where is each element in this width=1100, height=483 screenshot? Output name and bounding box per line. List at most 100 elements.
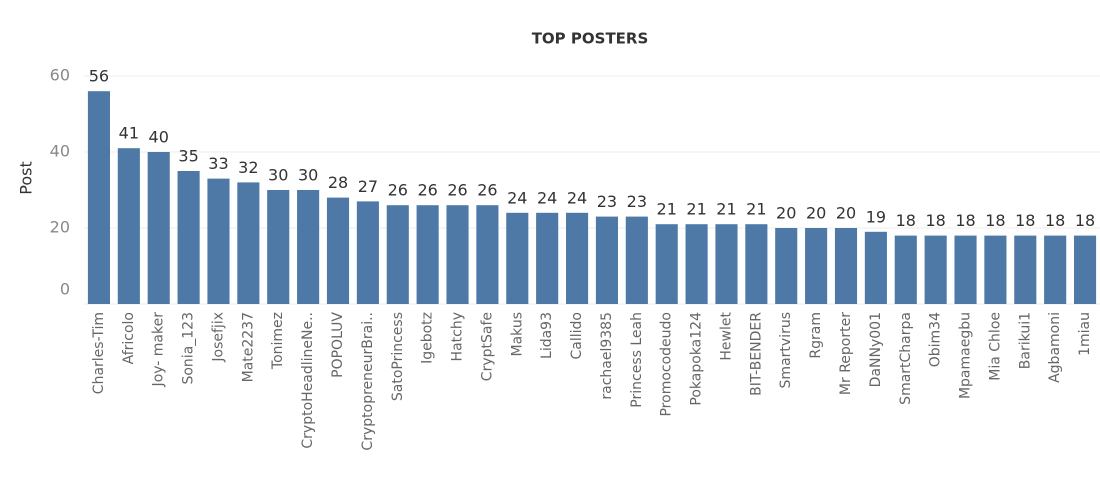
bar: [894, 235, 917, 304]
bar: [356, 201, 379, 304]
x-tick-label: SatoPrincess: [390, 312, 406, 401]
bar: [595, 216, 618, 304]
bar: [117, 148, 140, 304]
bar: [177, 171, 200, 304]
bar: [506, 212, 529, 304]
value-label: 30: [298, 166, 318, 185]
bar: [446, 205, 469, 304]
x-tick-label: 1miau: [1077, 312, 1093, 356]
y-axis-label: Post: [17, 161, 36, 194]
bar: [416, 205, 439, 304]
x-tick-label: Promocodeudo: [659, 312, 675, 417]
x-tick-label: Makus: [509, 312, 525, 357]
y-tick-label: 20: [50, 218, 70, 237]
value-label: 30: [268, 166, 288, 185]
x-tick-label: Barikui1: [1017, 312, 1033, 369]
bar: [147, 152, 170, 304]
bar: [864, 231, 887, 304]
value-label: 24: [567, 188, 587, 207]
bar: [1044, 235, 1067, 304]
x-tick-label: CryptopreneurBrai..: [360, 312, 376, 451]
bar: [685, 224, 708, 304]
value-label: 33: [208, 154, 228, 173]
bar: [745, 224, 768, 304]
value-label: 24: [507, 188, 527, 207]
value-label: 24: [537, 188, 557, 207]
bar: [984, 235, 1007, 304]
value-label: 21: [746, 200, 766, 219]
x-tick-label: CryptSafe: [479, 312, 495, 381]
bar: [1014, 235, 1037, 304]
x-tick-label: Hewlet: [718, 312, 734, 361]
x-tick-label: Pokapoka124: [689, 312, 705, 406]
value-label: 18: [925, 211, 945, 230]
value-label: 26: [477, 181, 497, 200]
value-label: 20: [836, 204, 856, 223]
value-label: 20: [806, 204, 826, 223]
bar: [87, 91, 110, 304]
bar: [536, 212, 559, 304]
x-tick-label: Mpamaegbu: [958, 312, 974, 399]
x-tick-label: rachael9385: [599, 312, 615, 400]
bar: [715, 224, 738, 304]
value-label: 32: [238, 158, 258, 177]
value-label: 18: [1075, 211, 1095, 230]
bar: [834, 228, 858, 304]
x-tick-label: Sonia_123: [181, 312, 197, 385]
value-label: 56: [89, 67, 109, 86]
bar: [267, 190, 290, 304]
x-tick-label: Princess Leah: [629, 312, 645, 408]
value-label: 21: [716, 200, 736, 219]
x-tick-label: SmartCharpa: [898, 312, 914, 405]
value-label: 23: [627, 192, 647, 211]
x-tick-label: Mate2237: [240, 312, 256, 382]
x-tick-label: Smartvirus: [778, 312, 794, 388]
x-tick-label: Obim34: [928, 312, 944, 367]
x-tick-label: Mia Chloe: [987, 312, 1003, 381]
x-tick-label: POPOLUV: [330, 312, 346, 378]
x-tick-label: Africolo: [121, 312, 137, 364]
bar: [326, 197, 350, 304]
value-label: 40: [149, 128, 169, 147]
bar: [237, 182, 260, 304]
value-label: 18: [896, 211, 916, 230]
value-label: 26: [417, 181, 437, 200]
x-tick-label: Charles-Tim: [91, 312, 107, 394]
value-label: 18: [985, 211, 1005, 230]
value-label: 28: [328, 173, 348, 192]
value-label: 26: [447, 181, 467, 200]
x-tick-label: Igebotz: [420, 312, 436, 364]
value-label: 23: [597, 192, 617, 211]
value-label: 18: [1045, 211, 1065, 230]
value-label: 35: [178, 147, 198, 166]
value-label: 21: [657, 200, 677, 219]
value-label: 19: [866, 207, 886, 226]
x-tick-label: CryptoHeadlineNe..: [300, 312, 316, 449]
bar: [476, 205, 499, 304]
bar: [386, 205, 409, 304]
x-tick-label: BIT-BENDER: [748, 312, 764, 396]
y-tick-label: 0: [60, 280, 70, 299]
value-label: 20: [776, 204, 796, 223]
bar: [805, 228, 828, 304]
bar: [1074, 235, 1097, 304]
bar: [954, 235, 977, 304]
x-tick-label: Hatchy: [450, 312, 466, 361]
x-tick-label: Lida93: [539, 312, 555, 359]
value-label: 18: [1015, 211, 1035, 230]
bar: [655, 224, 678, 304]
x-tick-label: DaNNy001: [868, 312, 884, 387]
bar: [924, 235, 947, 304]
value-label: 26: [388, 181, 408, 200]
x-tick-label: Agbamoni: [1047, 312, 1063, 383]
x-tick-label: Mr Reporter: [838, 312, 854, 395]
bar: [297, 190, 320, 304]
bar: [775, 228, 798, 304]
value-label: 41: [119, 124, 139, 143]
x-tick-label: Callido: [569, 312, 585, 359]
value-label: 18: [955, 211, 975, 230]
y-tick-label: 40: [50, 142, 70, 161]
x-tick-label: Rgram: [808, 312, 824, 359]
bar: [566, 212, 589, 304]
